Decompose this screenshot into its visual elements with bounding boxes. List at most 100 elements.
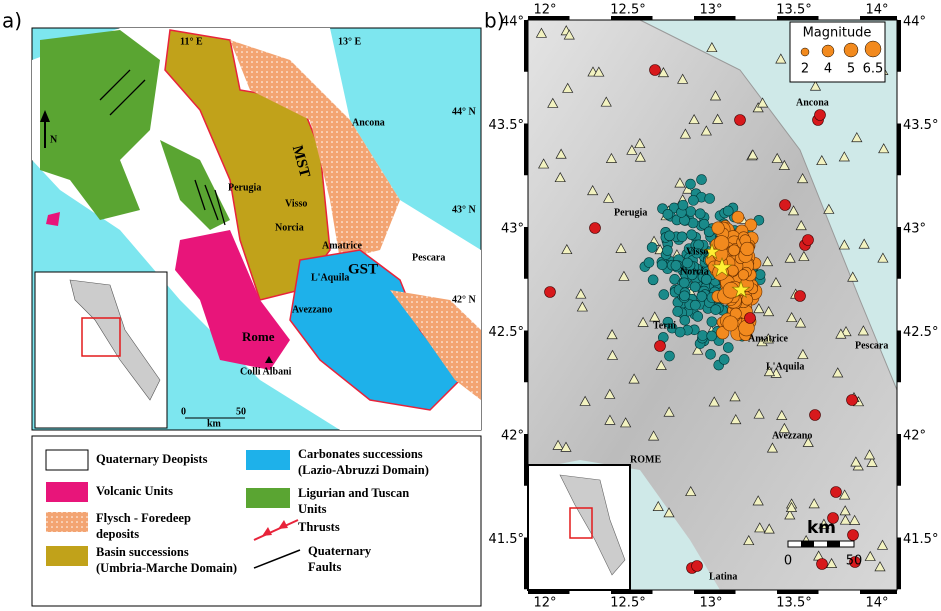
event — [646, 242, 658, 253]
station — [798, 250, 810, 261]
map-label: L'Aquila — [311, 272, 349, 283]
station — [747, 149, 759, 160]
legend-label: Units — [298, 502, 327, 516]
lon-tick-label: 12° — [533, 596, 556, 611]
map-shape — [787, 540, 855, 548]
event — [686, 269, 698, 281]
station — [761, 256, 774, 267]
faults — [99, 69, 226, 226]
map-shape — [194, 179, 206, 211]
station — [626, 144, 638, 155]
magnitude-symbol — [843, 42, 859, 58]
legend-label: Carbonates successions — [298, 447, 423, 461]
event — [754, 269, 766, 280]
legend-label: Ligurian and Tuscan — [298, 486, 409, 500]
frame-segment — [694, 590, 736, 594]
map-shape — [204, 184, 219, 221]
event — [662, 208, 674, 220]
station — [685, 485, 697, 497]
event — [689, 281, 701, 293]
event — [731, 210, 745, 224]
station — [708, 396, 720, 407]
lat-tick-label: 42° — [501, 429, 524, 444]
map-label: Amatrice — [322, 240, 363, 251]
event — [713, 235, 730, 251]
event — [664, 230, 675, 242]
legend-swatch — [46, 546, 88, 566]
station — [587, 185, 599, 196]
map-b-labels: Magnitude 2 4 5 6.5 Ancona Perugia Visso… — [614, 26, 888, 583]
frame-segment — [897, 330, 901, 383]
carbonates — [289, 249, 462, 411]
frame-segment — [524, 537, 528, 590]
station — [677, 73, 689, 84]
station — [618, 270, 630, 281]
lat-tick-label: 42.5° — [489, 325, 524, 340]
legend-label: Flysch - Foredeep — [96, 511, 191, 525]
lon-tick-label: 14° — [865, 3, 888, 18]
frame-segment — [524, 227, 528, 279]
event — [544, 286, 556, 298]
flysch — [390, 290, 481, 400]
event — [794, 290, 806, 302]
station — [634, 137, 646, 149]
place-label: Pescara — [855, 340, 888, 351]
event — [802, 234, 814, 246]
ligurian-units — [160, 140, 230, 230]
seismicity-map — [527, 19, 898, 591]
lon-tick-label: 12.5° — [610, 596, 645, 611]
mainshock — [711, 256, 733, 277]
station — [562, 82, 574, 93]
station — [554, 171, 566, 183]
legend-label: 5 — [847, 62, 855, 77]
map-a-labels: 11° E 13° E 44° N 43° N 42° N Ancona MST… — [180, 36, 476, 429]
map-shape — [214, 189, 226, 226]
map-label: 42° N — [452, 294, 476, 305]
volcanic-units — [175, 230, 290, 370]
event — [722, 205, 734, 217]
legend-swatch — [46, 482, 88, 502]
legend-label: Basin successions — [96, 545, 189, 559]
station — [757, 97, 769, 108]
event — [662, 316, 674, 328]
event — [679, 290, 690, 302]
station — [688, 113, 700, 125]
station — [752, 495, 764, 506]
lon-tick-label: 13° — [699, 3, 722, 18]
station — [763, 365, 776, 377]
event — [682, 257, 693, 269]
station — [863, 449, 876, 460]
lon-tick-label: 13.5° — [776, 3, 811, 18]
station — [593, 66, 605, 77]
station — [579, 395, 591, 406]
map-label: Norcia — [275, 222, 304, 233]
station — [692, 344, 704, 355]
panel-label: b) — [484, 9, 505, 33]
station — [754, 522, 766, 533]
station — [674, 177, 686, 188]
lon-tick-label: 14° — [865, 596, 888, 611]
place-label: ROME — [630, 454, 661, 465]
station — [729, 391, 741, 402]
volcano-marker — [265, 356, 273, 363]
station — [809, 80, 822, 91]
station — [576, 301, 588, 312]
scale-label: 50 — [846, 554, 863, 569]
station — [615, 242, 627, 253]
scale-bar — [787, 540, 855, 548]
event — [678, 277, 690, 289]
legend-swatch — [253, 549, 301, 569]
station — [874, 561, 886, 572]
station — [784, 509, 796, 520]
event — [662, 245, 673, 256]
station — [628, 373, 640, 384]
lat-tick-label: 41.5° — [489, 532, 524, 547]
event — [691, 560, 703, 572]
frame-segment — [611, 16, 653, 20]
station — [785, 501, 798, 512]
place-label: Norcia — [680, 266, 709, 277]
station — [605, 152, 618, 163]
station — [763, 523, 775, 534]
station — [652, 500, 664, 511]
station — [832, 367, 844, 378]
